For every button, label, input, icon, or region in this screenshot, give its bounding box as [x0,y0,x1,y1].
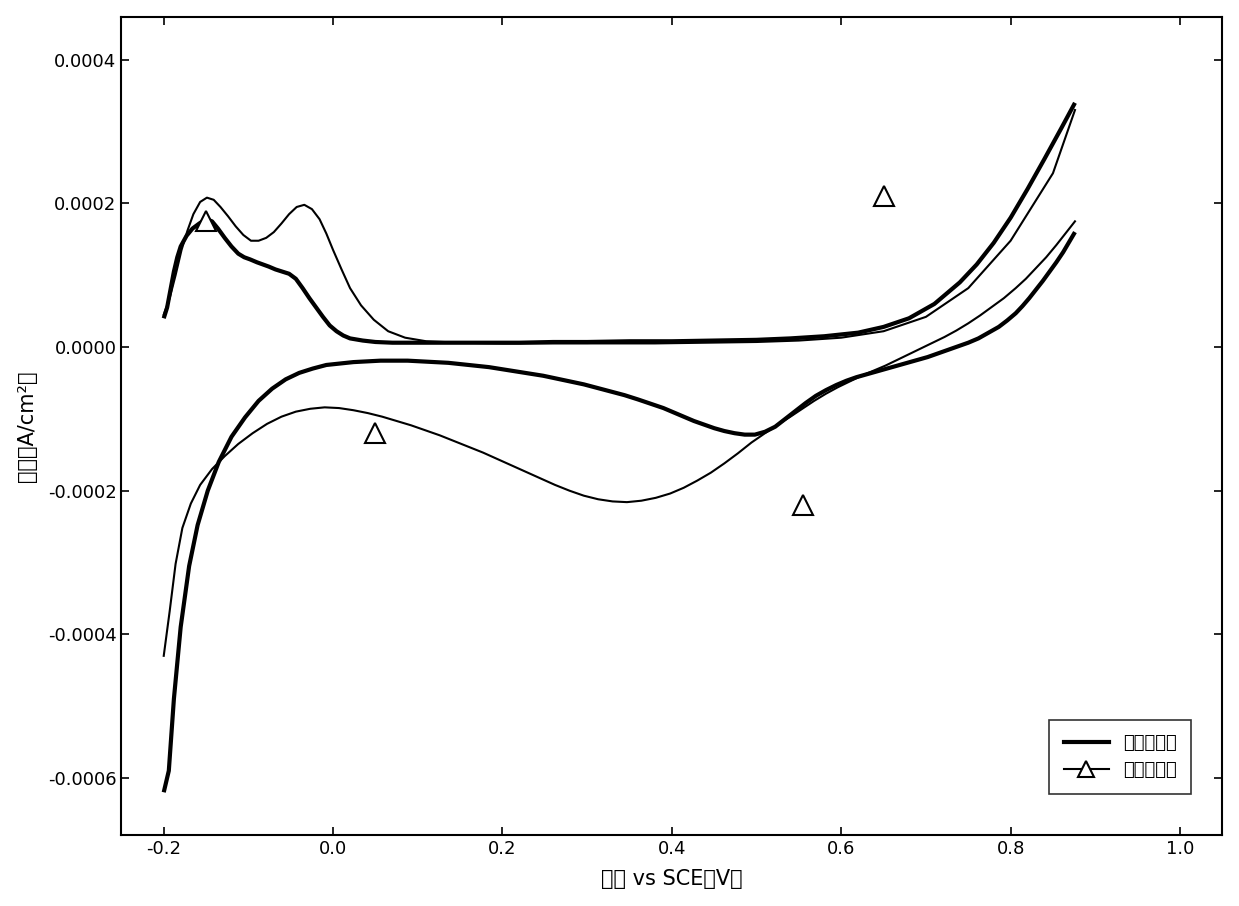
Y-axis label: 电流（A/cm²）: 电流（A/cm²） [16,371,37,482]
X-axis label: 电位 vs SCE（V）: 电位 vs SCE（V） [601,870,742,890]
Legend: 刻蚀处理前, 刻蚀处理后: 刻蚀处理前, 刻蚀处理后 [1049,719,1191,794]
